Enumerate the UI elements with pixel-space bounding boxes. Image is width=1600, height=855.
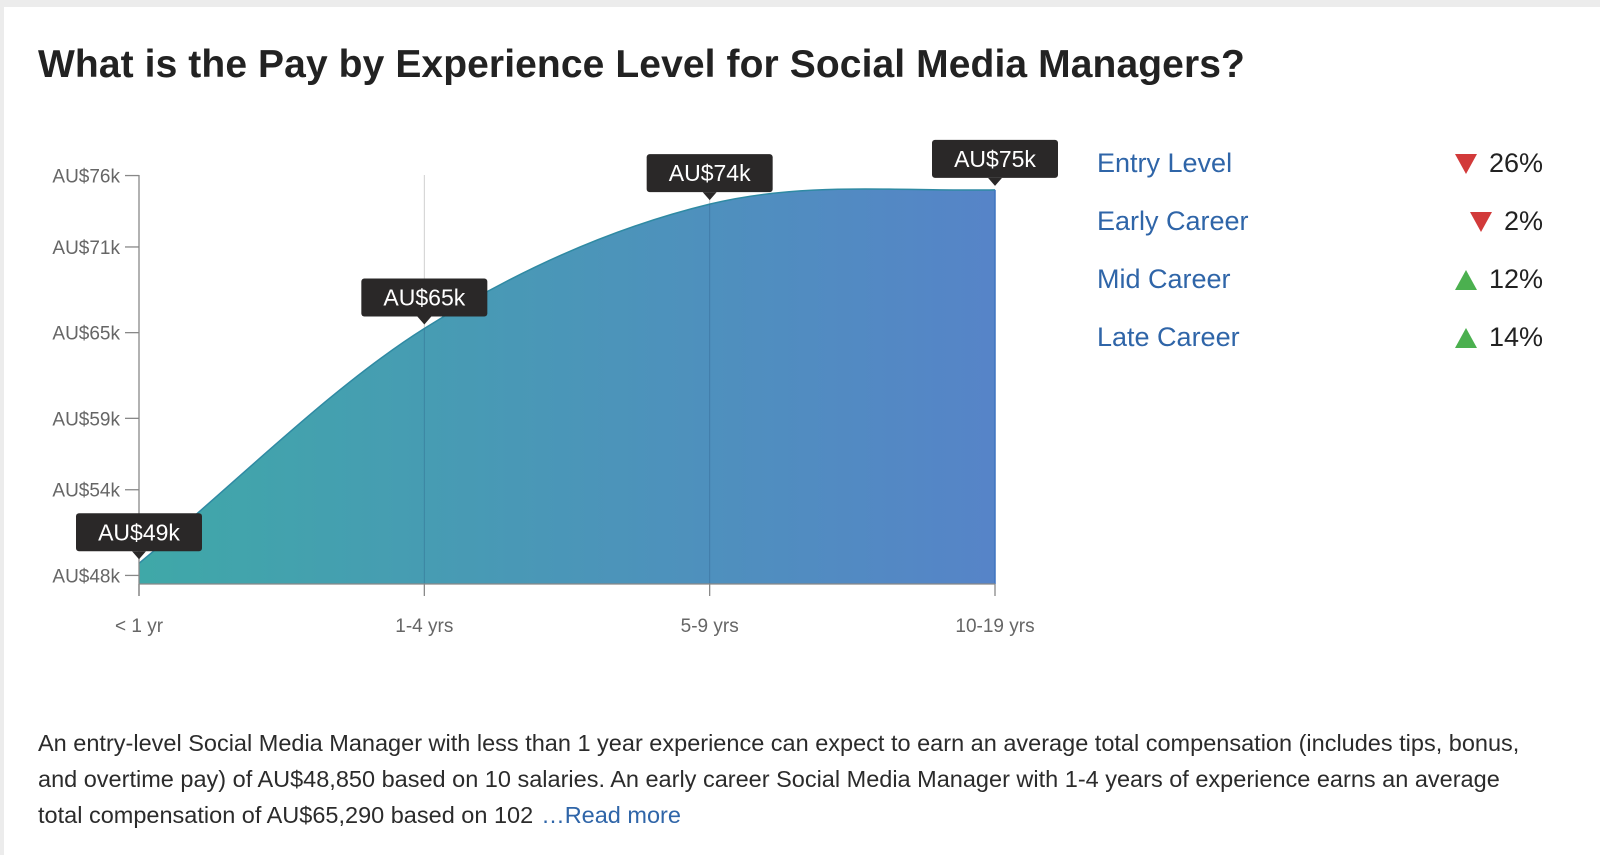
data-label-pointer [988, 177, 1002, 186]
legend-label[interactable]: Mid Career [1097, 264, 1231, 294]
pay-area-chart: AU$48k AU$54k AU$59k AU$65k AU$71k AU$76k < 1 … [52, 139, 1058, 637]
y-tick-label: AU$76k [52, 167, 120, 188]
down-arrow-icon [1469, 211, 1492, 232]
legend-label[interactable]: Late Career [1097, 322, 1240, 352]
legend-label[interactable]: Entry Level [1097, 148, 1233, 178]
data-label-box [646, 154, 773, 193]
x-tick-label: < 1 yr [115, 616, 164, 637]
change-value: 2% [1469, 206, 1543, 237]
change-percent: 2% [1503, 206, 1543, 236]
data-label-text: AU$65k [383, 285, 465, 311]
legend-label[interactable]: Early Career [1097, 206, 1249, 236]
up-arrow-icon [1454, 269, 1477, 290]
area-line [138, 188, 996, 564]
data-label: AU$75k [932, 139, 1058, 186]
data-label: AU$65k [361, 278, 488, 325]
data-label-pointer [417, 316, 432, 325]
summary-text: An entry-level Social Media Manager with… [38, 730, 1520, 828]
change-value: 14% [1454, 322, 1543, 353]
data-label-text: AU$74k [669, 160, 751, 186]
down-arrow-icon [1454, 153, 1477, 174]
change-percent: 14% [1488, 322, 1543, 352]
up-arrow-icon [1454, 327, 1477, 348]
x-tick-label: 5-9 yrs [681, 616, 739, 637]
change-percent: 12% [1488, 264, 1543, 294]
summary-paragraph: An entry-level Social Media Manager with… [38, 725, 1548, 833]
y-tick-label: AU$71k [52, 238, 120, 259]
data-labels: AU$49k AU$65k AU$74k AU$75k [76, 139, 1058, 560]
data-label-box [76, 513, 202, 552]
pay-by-experience-card: What is the Pay by Experience Level for … [4, 7, 1600, 855]
x-tick-label: 1-4 yrs [395, 616, 453, 637]
y-tick-label: AU$54k [52, 481, 120, 502]
y-tick-label: AU$48k [52, 566, 120, 587]
axis-labels: AU$48k AU$54k AU$59k AU$65k AU$71k AU$76k < 1 … [52, 167, 1034, 637]
legend-item-entry-level[interactable]: Entry Level 26% [1097, 140, 1543, 198]
x-tick-label: 10-19 yrs [955, 616, 1034, 637]
legend-item-early-career[interactable]: Early Career 2% [1097, 198, 1543, 256]
data-label-box [361, 278, 488, 317]
change-value: 26% [1454, 148, 1543, 179]
area-series [138, 188, 996, 585]
page-title: What is the Pay by Experience Level for … [38, 43, 1245, 86]
change-value: 12% [1454, 264, 1543, 295]
legend-item-mid-career[interactable]: Mid Career 12% [1097, 256, 1543, 314]
area-fill [139, 188, 995, 585]
data-label: AU$49k [76, 513, 202, 560]
data-label-text: AU$49k [98, 519, 180, 545]
y-tick-label: AU$59k [52, 409, 120, 430]
legend-item-late-career[interactable]: Late Career 14% [1097, 314, 1543, 372]
y-tick-label: AU$65k [52, 324, 120, 345]
data-label-pointer [132, 551, 146, 560]
data-label-pointer [702, 192, 717, 201]
data-label-box [932, 139, 1058, 178]
data-label: AU$74k [646, 154, 773, 201]
read-more-link[interactable]: …Read more [541, 802, 681, 828]
experience-legend: Entry Level 26% Early Career 2% Mid Care… [1097, 140, 1543, 372]
change-percent: 26% [1488, 148, 1543, 178]
data-label-text: AU$75k [954, 146, 1036, 172]
